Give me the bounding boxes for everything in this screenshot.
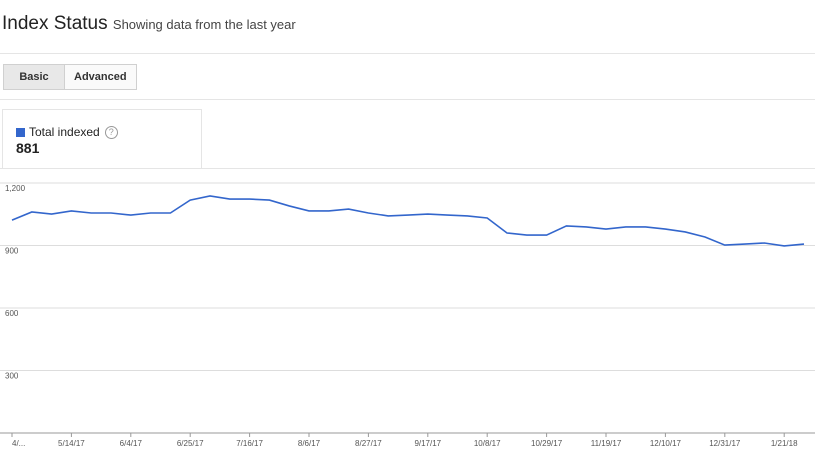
tab-bar: Basic Advanced [3,64,137,90]
divider [0,99,815,100]
tab[interactable]: Basic [3,64,65,90]
x-tick-label: 8/27/17 [355,439,382,448]
y-tick-label: 900 [5,247,19,256]
x-tick-label: 10/29/17 [531,439,563,448]
y-tick-label: 600 [5,309,19,318]
x-tick-label: 8/6/17 [298,439,321,448]
tab[interactable]: Advanced [65,64,137,90]
y-tick-label: 1,200 [5,184,26,193]
divider [0,168,815,169]
series-line [11,195,805,247]
divider [0,53,815,54]
x-tick-label: 6/4/17 [120,439,143,448]
x-tick-label: 5/14/17 [58,439,85,448]
x-tick-label: 12/10/17 [650,439,682,448]
y-tick-label: 300 [5,372,19,381]
x-tick-label: 10/8/17 [474,439,501,448]
title-block: Index Status Showing data from the last … [2,13,296,35]
x-tick-label: 9/17/17 [414,439,441,448]
x-tick-label: 6/25/17 [177,439,204,448]
legend-label: Total indexed [29,125,100,139]
x-tick-label: 4/... [12,439,25,448]
subtitle: Showing data from the last year [112,17,296,32]
x-tick-label: 11/19/17 [591,439,622,448]
x-tick-label: 7/16/17 [236,439,263,448]
x-tick-label: 12/31/17 [709,439,741,448]
help-icon[interactable]: ? [104,125,118,139]
page-title: Index Status [2,13,108,34]
x-tick-label: 1/21/18 [771,439,798,448]
summary-value: 881 [16,140,40,156]
legend-swatch [16,127,25,137]
summary-box: Total indexed? 881 [2,109,202,169]
legend[interactable]: Total indexed? [16,125,118,139]
